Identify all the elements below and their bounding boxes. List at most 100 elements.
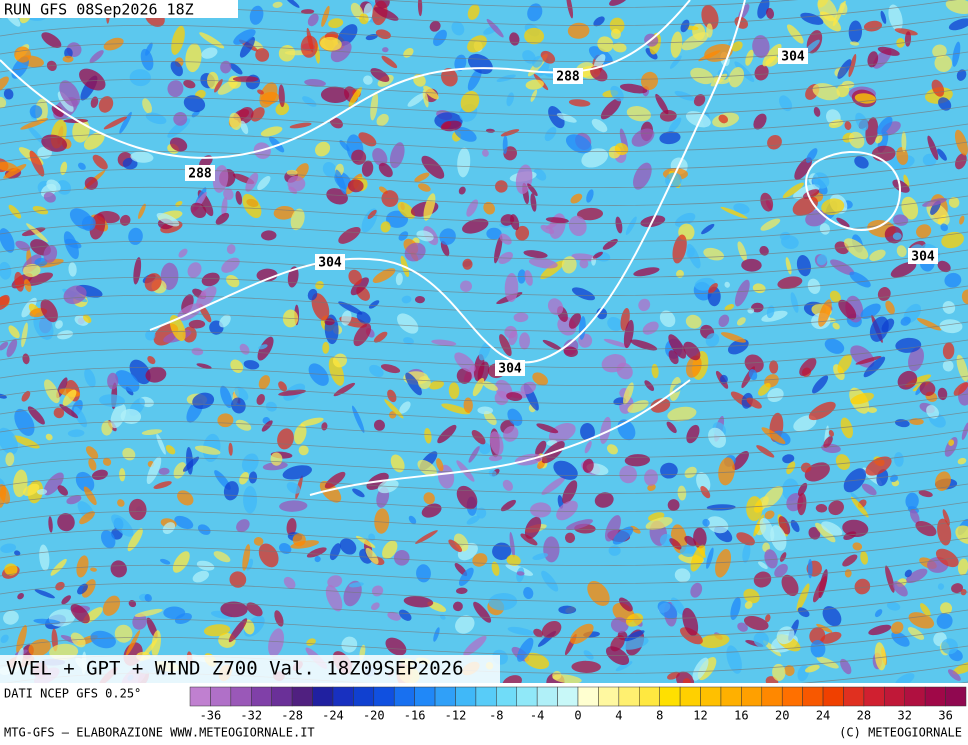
field-blob [196, 363, 212, 369]
field-blob [533, 628, 544, 638]
field-blob [727, 338, 749, 355]
field-blob [837, 59, 852, 79]
field-blob [944, 437, 958, 457]
field-blob [322, 341, 330, 354]
field-blob [840, 417, 853, 439]
field-blob [405, 372, 422, 396]
field-blob [564, 532, 576, 544]
contour-label-box [185, 165, 215, 181]
field-blob [891, 631, 910, 647]
field-blob [423, 193, 436, 221]
field-blob [765, 614, 771, 623]
field-blob [44, 379, 60, 404]
field-blob [537, 460, 545, 469]
field-blob [371, 602, 380, 611]
field-blob [17, 593, 24, 600]
field-blob [67, 429, 85, 438]
field-blob [852, 542, 863, 551]
field-blob [489, 431, 504, 455]
streamline [0, 627, 968, 657]
field-blob [338, 226, 361, 244]
colorbar-tick-label: 36 [938, 709, 952, 723]
field-blob [506, 392, 523, 402]
field-blob [941, 231, 965, 249]
field-blob [347, 179, 364, 193]
field-blob [815, 504, 828, 513]
field-blob [395, 272, 403, 286]
field-blob [456, 485, 478, 510]
field-blob [885, 565, 895, 593]
field-blob [476, 507, 487, 519]
field-blob [399, 401, 411, 414]
field-blob [718, 457, 735, 486]
colorbar-swatch [659, 686, 681, 707]
field-blob [587, 581, 610, 606]
streamline [0, 213, 968, 243]
field-blob [824, 338, 845, 354]
field-blob [756, 445, 775, 458]
field-blob [387, 611, 401, 621]
field-blob [416, 230, 434, 242]
field-blob [183, 95, 206, 113]
field-blob [203, 624, 231, 637]
field-blob [888, 4, 903, 31]
field-blob [769, 360, 779, 374]
colorbar-swatch [700, 686, 722, 707]
field-blob [957, 558, 968, 576]
field-blob [68, 262, 77, 277]
field-blob [453, 601, 463, 612]
field-blob [693, 527, 707, 549]
field-blob [851, 496, 869, 518]
field-blob [860, 551, 869, 565]
field-blob [693, 94, 706, 107]
field-blob [138, 203, 146, 219]
field-blob [566, 519, 593, 531]
field-blob [36, 488, 48, 495]
field-blob [618, 597, 633, 612]
field-blob [670, 31, 683, 58]
field-blob [718, 114, 729, 124]
field-blob [849, 271, 871, 288]
field-blob [329, 543, 341, 561]
field-blob [125, 630, 141, 657]
field-blob [753, 113, 767, 130]
colorbar-swatch [863, 686, 885, 707]
field-blob [373, 331, 388, 343]
colorbar-swatch [720, 686, 742, 707]
field-blob [704, 43, 733, 62]
field-blob [83, 132, 105, 150]
field-blob [478, 342, 491, 361]
contour-label: 304 [498, 362, 522, 377]
colorbar-tick-label: -24 [322, 709, 344, 723]
field-blob [315, 280, 324, 290]
field-blob [178, 248, 188, 258]
field-blob [952, 661, 968, 675]
field-blob [386, 210, 409, 228]
field-blob [488, 593, 518, 611]
field-blob [492, 542, 512, 560]
field-blob [894, 452, 904, 467]
field-blob [188, 319, 206, 329]
colorbar-swatch [393, 686, 415, 707]
field-blob [823, 436, 833, 448]
field-blob [820, 631, 842, 644]
field-blob [439, 228, 456, 245]
field-blob [285, 0, 300, 8]
field-blob [174, 515, 194, 530]
field-blob [214, 79, 223, 93]
field-blob [62, 55, 74, 63]
field-blob [242, 544, 251, 571]
field-blob [472, 377, 485, 397]
field-blob [513, 312, 529, 323]
contour-label: 304 [318, 256, 342, 271]
field-blob [5, 452, 15, 467]
field-blob [690, 67, 714, 85]
field-blob [220, 385, 233, 408]
field-blob [393, 550, 410, 566]
field-blob [875, 135, 883, 144]
field-blob [540, 50, 556, 64]
field-blob [275, 102, 290, 116]
field-blob [287, 175, 306, 192]
contour-label-box [778, 48, 808, 64]
field-blob [701, 223, 715, 235]
